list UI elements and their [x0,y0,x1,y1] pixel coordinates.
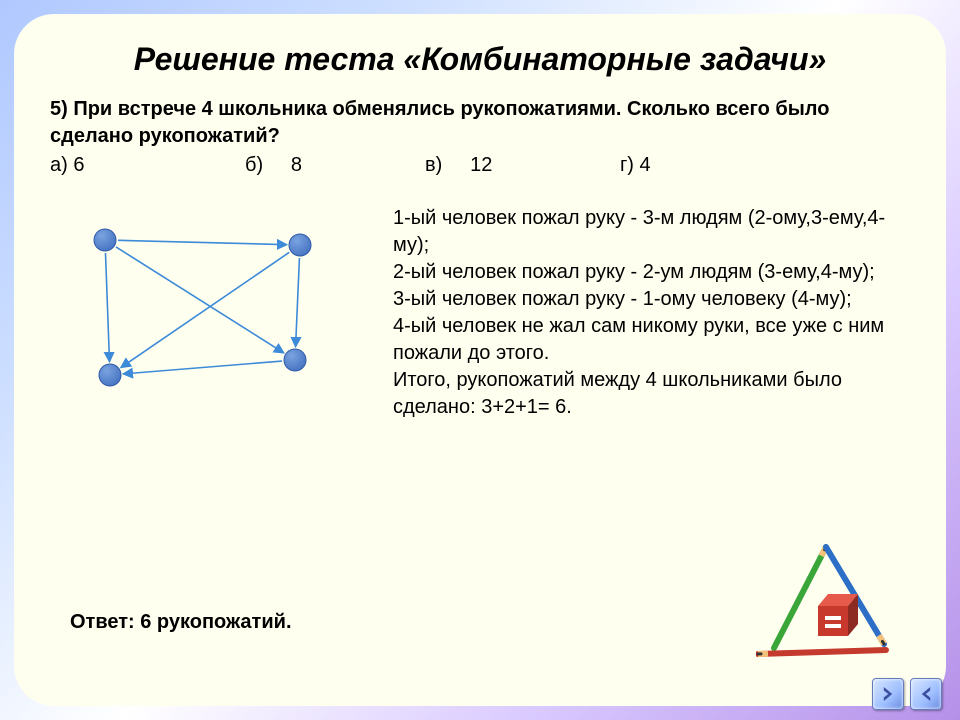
option-g: г) 4 [620,154,651,177]
nav-forward-button[interactable] [872,678,904,710]
option-b: б) 8 [245,154,425,177]
question-text: 5) При встрече 4 школьника обменялись ру… [50,96,910,150]
nav-buttons [872,678,942,710]
nav-back-button[interactable] [910,678,942,710]
chevron-left-icon [919,687,933,701]
slide-frame: Решение теста «Комбинаторные задачи» 5) … [0,0,960,720]
handshake-diagram [50,205,375,420]
explain-line-2: 2-ый человек пожал руку - 2-ум людям (3-… [393,261,875,283]
diagram-svg [50,205,360,415]
explain-line-4: 4-ый человек не жал сам никому руки, все… [393,315,884,364]
explain-line-1: 1-ый человек пожал руку - 3-м людям (2-о… [393,207,885,256]
answer-options: а) 6 б) 8 в) 12 г) 4 [50,154,910,177]
option-v: в) 12 [425,154,620,177]
pencil-cube-decor [756,540,896,660]
option-a: а) 6 [50,154,245,177]
question-bold: 5) При встрече 4 школьника обменялись ру… [50,98,829,147]
chevron-right-icon [881,687,895,701]
explain-line-5: Итого, рукопожатий между 4 школьниками б… [393,369,842,418]
content-panel: Решение теста «Комбинаторные задачи» 5) … [14,14,946,706]
slide-title: Решение теста «Комбинаторные задачи» [50,40,910,78]
content-row: 1-ый человек пожал руку - 3-м людям (2-о… [50,205,910,421]
explain-line-3: 3-ый человек пожал руку - 1-ому человеку… [393,288,852,310]
explanation-text: 1-ый человек пожал руку - 3-м людям (2-о… [393,205,910,421]
final-answer: Ответ: 6 рукопожатий. [70,611,292,634]
